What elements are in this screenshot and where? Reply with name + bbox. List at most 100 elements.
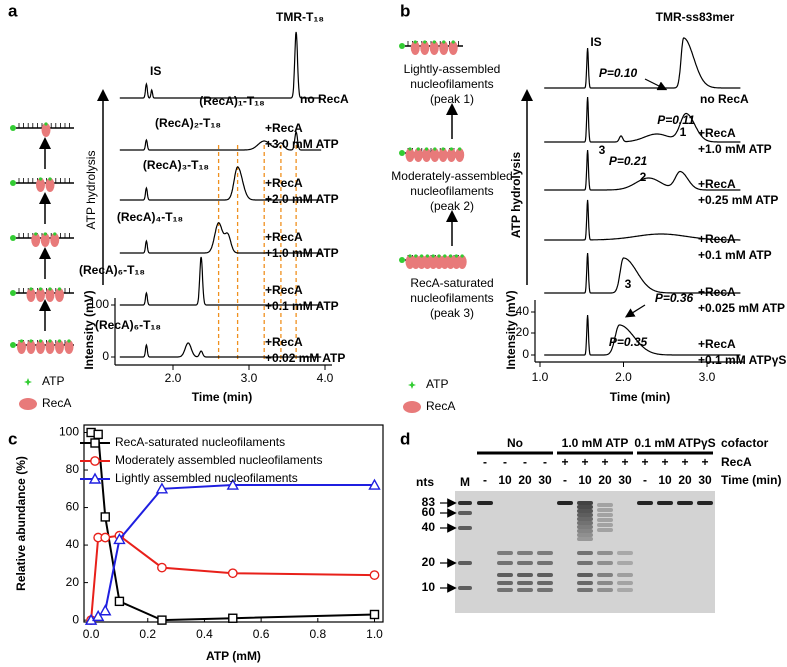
atp	[425, 254, 429, 258]
gel-band	[617, 581, 633, 585]
state-label: Lightly-assembled	[404, 62, 501, 76]
time: -	[563, 473, 567, 487]
cofactor-label: cofactor	[721, 436, 769, 450]
gel-band	[597, 588, 613, 592]
time: -	[643, 473, 647, 487]
reca-sign: +	[701, 455, 708, 469]
marker-lane-label: M	[460, 475, 470, 489]
reca	[45, 178, 55, 192]
condition: +RecA	[265, 230, 303, 244]
peak-label: (RecA)₆-T₁₈	[95, 318, 161, 332]
gel-band	[537, 581, 553, 585]
atp	[48, 339, 52, 343]
peak-number: 1	[680, 125, 687, 139]
atp	[454, 254, 458, 258]
atp	[443, 254, 447, 258]
atp	[408, 147, 412, 151]
peak-label: (RecA)₁-T₁₈	[199, 94, 265, 108]
gel-band	[497, 581, 513, 585]
condition: +RecA	[698, 232, 736, 246]
reca	[422, 148, 432, 162]
time: 30	[538, 473, 552, 487]
time-label: Time (min)	[721, 473, 781, 487]
reca	[405, 148, 415, 162]
reca-sign: +	[581, 455, 588, 469]
atp	[48, 287, 52, 291]
reca-sign: +	[641, 455, 648, 469]
arrow-label: ATP hydrolysis	[509, 152, 523, 239]
reca-sign: +	[621, 455, 628, 469]
is-label: IS	[150, 64, 161, 78]
y-tick-label: 100	[59, 425, 79, 439]
time: 30	[618, 473, 632, 487]
x-tick-label: 1.0	[366, 627, 383, 641]
atp	[420, 254, 424, 258]
legend-reca: RecA	[426, 399, 455, 413]
condition: +0.1 mM ATP	[265, 299, 339, 313]
y-tick-label: 100	[89, 297, 109, 311]
condition: +0.25 mM ATP	[698, 193, 778, 207]
y-tick-label: 20	[516, 325, 530, 339]
marker-triangle	[88, 472, 102, 484]
gel-band	[697, 501, 713, 505]
group-label: 1.0 mM ATP	[562, 436, 629, 450]
chromatogram	[119, 342, 322, 358]
gel-band	[497, 551, 513, 555]
gel-band	[517, 561, 533, 565]
x-tick-label: 0.6	[253, 627, 270, 641]
x-tick-label: 0.0	[83, 627, 100, 641]
state-label: nucleofilaments	[410, 184, 493, 198]
gel-band	[497, 573, 513, 577]
state-label: RecA-saturated	[410, 276, 493, 290]
atp	[57, 339, 62, 343]
gel-band	[617, 551, 633, 555]
marker-square	[369, 609, 380, 620]
condition: +RecA	[265, 121, 303, 135]
peak-number: 3	[599, 143, 606, 157]
gel-band	[657, 501, 673, 505]
is-label: IS	[590, 35, 601, 49]
reca-icon	[403, 401, 421, 413]
gel-band	[458, 511, 472, 515]
y-tick-label: 40	[516, 304, 530, 318]
x-tick-label: 2.0	[615, 370, 632, 384]
peak-label: (RecA)₃-T₁₈	[143, 158, 209, 172]
gel-band	[577, 551, 593, 555]
marker-triangle	[99, 604, 112, 616]
x-tick-label: 2.0	[165, 371, 182, 385]
gel-band	[597, 503, 613, 507]
condition: +RecA	[265, 335, 303, 349]
gel-band	[677, 501, 693, 505]
condition: +0.02 mM ATP	[265, 351, 345, 365]
gel-band	[597, 508, 613, 512]
reca-sign: +	[561, 455, 568, 469]
gel-band	[577, 561, 593, 565]
size-label: 40	[422, 520, 436, 534]
reca	[31, 233, 41, 247]
atp	[449, 254, 453, 258]
y-tick-label: 80	[66, 462, 80, 476]
reca-icon	[19, 398, 37, 410]
state-label: (peak 1)	[430, 92, 474, 106]
gel-band	[597, 528, 613, 532]
peak-label: (RecA)₆-T₁₈	[79, 263, 145, 277]
chromatogram	[544, 149, 741, 191]
condition: +1.0 mM ATP	[265, 246, 339, 260]
gel-band	[537, 551, 553, 555]
gel-band	[477, 501, 493, 505]
reca	[40, 233, 50, 247]
fluorophore	[10, 125, 16, 131]
gel-band	[577, 509, 593, 513]
atp	[416, 147, 420, 151]
gel-band	[577, 533, 593, 537]
gel-band	[597, 581, 613, 585]
reca-sign: +	[681, 455, 688, 469]
gel-band	[597, 561, 613, 565]
time: 30	[698, 473, 712, 487]
reca-sign: +	[601, 455, 608, 469]
atp	[38, 177, 43, 181]
legend-atp: ATP	[426, 377, 448, 391]
reca	[438, 148, 448, 162]
group-label: 0.1 mM ATPγS	[634, 436, 715, 450]
